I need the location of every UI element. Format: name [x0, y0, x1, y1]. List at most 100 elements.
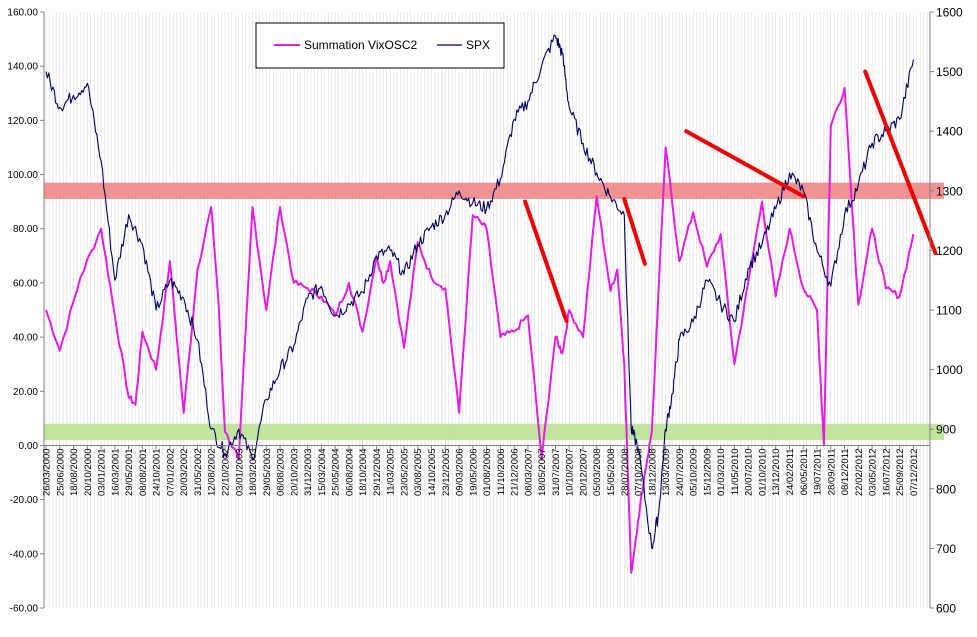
- x-tick-label: 08/12/2011: [840, 448, 851, 495]
- axis-layer: -60.00 -40.00 -20.00 0.00 20.00 40.00 60.00 80.…: [7, 6, 963, 616]
- legend-label-spx: SPX: [466, 38, 490, 52]
- x-tick-label: 07/01/2002: [165, 448, 176, 496]
- x-tick-label: 19/07/2011: [813, 448, 824, 495]
- grid-layer: [45, 12, 928, 608]
- trendline-3: [863, 69, 938, 256]
- x-tick-label: 08/08/2003: [276, 448, 287, 496]
- x-tick-label: 10/10/2007: [565, 448, 576, 496]
- x-tick-label: 11/03/2005: [386, 448, 397, 495]
- series-line-spx: [45, 34, 914, 550]
- y-right-tick-label: 600: [936, 602, 956, 616]
- x-tick-label: 01/03/2010: [716, 448, 727, 496]
- y-right-tick-label: 800: [936, 482, 956, 496]
- x-tick-label: 03/01/2003: [234, 448, 245, 496]
- y-right-tick-label: 1300: [936, 184, 963, 198]
- x-tick-label: 05/10/2009: [689, 448, 700, 496]
- y-right-tick-label: 1600: [936, 6, 963, 20]
- y-right-tick-label: 1200: [936, 244, 963, 258]
- y-right-tick-label: 1000: [936, 363, 963, 377]
- x-tick-label: 21/12/2006: [510, 448, 521, 496]
- trend-layer: [523, 69, 938, 323]
- y-left-tick-label: 160.00: [7, 8, 38, 19]
- x-tick-label: 29/05/2001: [124, 448, 135, 496]
- x-tick-label: 14/10/2005: [427, 448, 438, 496]
- x-tick-label: 08/03/2007: [523, 448, 534, 496]
- y-right-tick-label: 1400: [936, 125, 963, 139]
- band-1: [44, 423, 944, 441]
- legend: Summation VixOSC2 SPX: [255, 22, 505, 69]
- x-tick-label: 06/08/2004: [344, 448, 355, 496]
- x-tick-label: 31/07/2007: [551, 448, 562, 496]
- trendline-0: [523, 199, 569, 323]
- trendline-2: [684, 129, 806, 199]
- x-tick-label: 20/10/2000: [83, 448, 94, 496]
- x-tick-label: 05/03/2008: [592, 448, 603, 496]
- x-tick-label: 25/06/2000: [55, 448, 66, 496]
- x-tick-label: 24/07/2009: [675, 448, 686, 496]
- x-tick-label: 15/05/2008: [606, 448, 617, 496]
- y-left-tick-label: 80.00: [13, 224, 38, 235]
- x-tick-label: 19/05/2006: [468, 448, 479, 496]
- x-tick-label: 31/05/2002: [193, 448, 204, 496]
- y-left-tick-label: 0.00: [19, 441, 39, 452]
- x-tick-label: 09/03/2006: [455, 448, 466, 496]
- x-tick-label: 26/03/2000: [42, 448, 53, 496]
- x-tick-label: 23/12/2005: [441, 448, 452, 496]
- x-tick-label: 03/05/2012: [868, 448, 879, 496]
- x-tick-label: 22/10/2002: [220, 448, 231, 496]
- x-tick-label: 20/12/2007: [578, 448, 589, 496]
- x-tick-label: 03/08/2005: [413, 448, 424, 496]
- x-tick-label: 13/12/2010: [771, 448, 782, 496]
- x-tick-label: 18/03/2003: [248, 448, 259, 496]
- x-tick-label: 16/07/2012: [881, 448, 892, 496]
- x-tick-label: 31/12/2003: [303, 448, 314, 496]
- x-tick-label: 25/09/2012: [895, 448, 906, 496]
- x-tick-label: 01/10/2010: [757, 448, 768, 496]
- x-tick-label: 18/08/2000: [69, 448, 80, 496]
- x-tick-label: 11/05/2010: [730, 448, 741, 495]
- x-tick-label: 07/10/2008: [634, 448, 645, 496]
- y-right-tick-label: 700: [936, 542, 956, 556]
- x-tick-label: 28/07/2008: [620, 448, 631, 496]
- x-tick-label: 29/12/2004: [372, 448, 383, 496]
- y-left-tick-label: -40.00: [10, 549, 39, 560]
- x-tick-label: 03/01/2001: [97, 448, 108, 496]
- series-line-vixosc: [45, 86, 915, 574]
- x-tick-label: 24/10/2001: [152, 448, 163, 496]
- x-tick-label: 20/03/2002: [179, 448, 190, 496]
- y-left-tick-label: 60.00: [13, 278, 38, 289]
- y-left-tick-label: 20.00: [13, 387, 38, 398]
- x-tick-label: 29/05/2003: [262, 448, 273, 496]
- x-tick-label: 25/05/2004: [331, 448, 342, 496]
- x-tick-label: 07/12/2012: [909, 448, 920, 496]
- x-tick-label: 13/03/2009: [661, 448, 672, 496]
- series-layer: [45, 34, 915, 574]
- y-left-tick-label: 120.00: [7, 116, 38, 127]
- y-left-tick-label: -20.00: [10, 495, 39, 506]
- x-tick-label: 18/12/2008: [647, 448, 658, 496]
- x-tick-label: 18/05/2007: [537, 448, 548, 496]
- y-left-tick-label: 100.00: [7, 170, 38, 181]
- y-left-tick-label: -60.00: [10, 604, 39, 615]
- x-tick-label: 23/05/2005: [399, 448, 410, 496]
- x-tick-label: 20/07/2010: [744, 448, 755, 496]
- x-tick-label: 20/10/2003: [289, 448, 300, 496]
- x-tick-label: 18/10/2004: [358, 448, 369, 496]
- legend-label-vixosc: Summation VixOSC2: [304, 38, 417, 52]
- x-tick-label: 12/08/2002: [207, 448, 218, 496]
- y-right-tick-label: 1100: [936, 304, 962, 318]
- y-right-tick-label: 1500: [936, 65, 963, 79]
- x-tick-label: 22/02/2012: [854, 448, 865, 496]
- y-left-tick-label: 140.00: [7, 62, 38, 73]
- trendline-1: [622, 196, 647, 266]
- x-tick-label: 16/03/2001: [110, 448, 121, 496]
- x-tick-label: 06/05/2011: [799, 448, 810, 495]
- plot-background: [44, 12, 930, 608]
- x-tick-label: 08/08/2001: [138, 448, 149, 496]
- x-tick-label: 24/02/2011: [785, 448, 796, 495]
- x-tick-label: 15/12/2009: [702, 448, 713, 496]
- x-tick-label: 28/09/2011: [826, 448, 837, 495]
- y-left-tick-label: 40.00: [13, 333, 38, 344]
